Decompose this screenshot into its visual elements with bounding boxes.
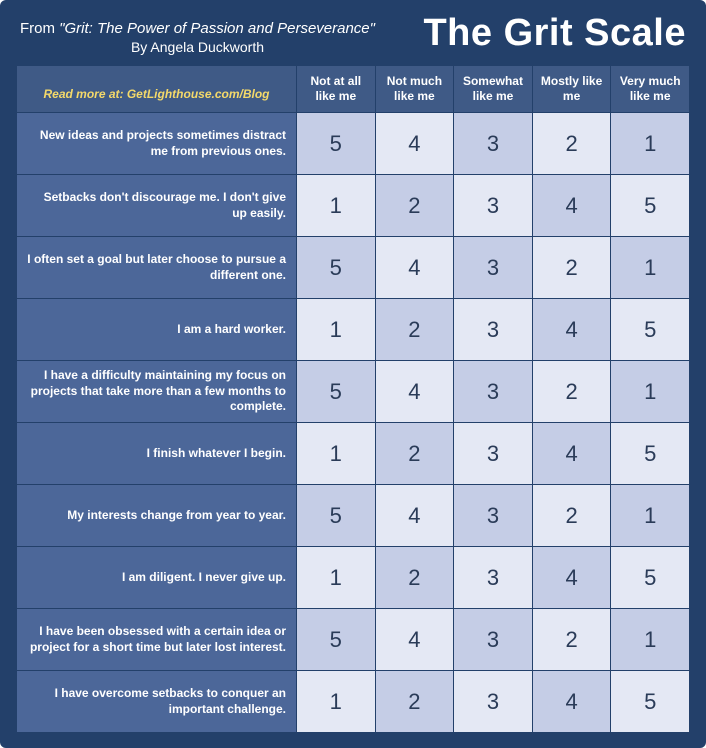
table-row: I have overcome setbacks to conquer an i… (17, 671, 690, 733)
question-cell: I am a hard worker. (17, 299, 297, 361)
score-cell: 5 (611, 423, 690, 485)
question-cell: My interests change from year to year. (17, 485, 297, 547)
table-row: I am a hard worker.12345 (17, 299, 690, 361)
score-cell: 5 (297, 361, 376, 423)
score-cell: 5 (297, 113, 376, 175)
score-cell: 2 (532, 609, 611, 671)
score-cell: 1 (297, 299, 376, 361)
score-cell: 5 (611, 299, 690, 361)
score-cell: 1 (297, 423, 376, 485)
question-cell: I have been obsessed with a certain idea… (17, 609, 297, 671)
score-cell: 1 (611, 113, 690, 175)
header-left: From "Grit: The Power of Passion and Per… (20, 14, 375, 55)
score-cell: 4 (375, 237, 454, 299)
question-cell: Setbacks don't discourage me. I don't gi… (17, 175, 297, 237)
question-cell: I often set a goal but later choose to p… (17, 237, 297, 299)
score-cell: 2 (375, 423, 454, 485)
score-cell: 2 (532, 485, 611, 547)
score-cell: 2 (375, 547, 454, 609)
book-title: "Grit: The Power of Passion and Persever… (59, 20, 375, 37)
score-cell: 1 (297, 671, 376, 733)
score-cell: 3 (454, 299, 533, 361)
score-cell: 2 (375, 299, 454, 361)
column-header: Very much like me (611, 66, 690, 113)
score-cell: 4 (532, 423, 611, 485)
score-cell: 4 (375, 361, 454, 423)
grit-scale-table: Read more at: GetLighthouse.com/Blog Not… (16, 65, 690, 733)
table-row: Setbacks don't discourage me. I don't gi… (17, 175, 690, 237)
score-cell: 1 (611, 361, 690, 423)
score-cell: 1 (297, 547, 376, 609)
read-more-link[interactable]: Read more at: GetLighthouse.com/Blog (21, 87, 292, 102)
score-cell: 2 (532, 361, 611, 423)
question-cell: I have overcome setbacks to conquer an i… (17, 671, 297, 733)
question-cell: I am diligent. I never give up. (17, 547, 297, 609)
score-cell: 2 (532, 113, 611, 175)
table-row: My interests change from year to year.54… (17, 485, 690, 547)
score-cell: 2 (532, 237, 611, 299)
score-cell: 4 (532, 671, 611, 733)
grit-scale-card: From "Grit: The Power of Passion and Per… (0, 0, 706, 748)
score-cell: 4 (375, 609, 454, 671)
score-cell: 5 (297, 237, 376, 299)
score-cell: 2 (375, 671, 454, 733)
score-cell: 1 (297, 175, 376, 237)
score-cell: 3 (454, 361, 533, 423)
score-cell: 2 (375, 175, 454, 237)
score-cell: 3 (454, 175, 533, 237)
score-cell: 3 (454, 423, 533, 485)
question-cell: New ideas and projects sometimes distrac… (17, 113, 297, 175)
column-header: Not much like me (375, 66, 454, 113)
score-cell: 5 (297, 485, 376, 547)
author-line: By Angela Duckworth (20, 39, 375, 55)
score-cell: 3 (454, 671, 533, 733)
score-cell: 3 (454, 113, 533, 175)
score-cell: 1 (611, 237, 690, 299)
score-cell: 1 (611, 609, 690, 671)
table-row: I am diligent. I never give up.12345 (17, 547, 690, 609)
header: From "Grit: The Power of Passion and Per… (16, 14, 690, 55)
score-cell: 4 (532, 175, 611, 237)
column-header: Somewhat like me (454, 66, 533, 113)
score-cell: 1 (611, 485, 690, 547)
column-header: Mostly like me (532, 66, 611, 113)
source-line: From "Grit: The Power of Passion and Per… (20, 20, 375, 37)
from-prefix: From (20, 20, 59, 37)
page-title: The Grit Scale (423, 14, 686, 52)
score-cell: 5 (297, 609, 376, 671)
score-cell: 4 (532, 547, 611, 609)
score-cell: 5 (611, 671, 690, 733)
score-cell: 3 (454, 609, 533, 671)
score-cell: 3 (454, 547, 533, 609)
score-cell: 5 (611, 547, 690, 609)
corner-cell: Read more at: GetLighthouse.com/Blog (17, 66, 297, 113)
table-row: New ideas and projects sometimes distrac… (17, 113, 690, 175)
score-cell: 4 (375, 485, 454, 547)
score-cell: 4 (375, 113, 454, 175)
question-cell: I have a difficulty maintaining my focus… (17, 361, 297, 423)
score-cell: 5 (611, 175, 690, 237)
score-cell: 4 (532, 299, 611, 361)
table-row: I often set a goal but later choose to p… (17, 237, 690, 299)
table-row: I finish whatever I begin.12345 (17, 423, 690, 485)
table-row: I have been obsessed with a certain idea… (17, 609, 690, 671)
table-row: I have a difficulty maintaining my focus… (17, 361, 690, 423)
column-header: Not at all like me (297, 66, 376, 113)
score-cell: 3 (454, 485, 533, 547)
question-cell: I finish whatever I begin. (17, 423, 297, 485)
table-header-row: Read more at: GetLighthouse.com/Blog Not… (17, 66, 690, 113)
score-cell: 3 (454, 237, 533, 299)
